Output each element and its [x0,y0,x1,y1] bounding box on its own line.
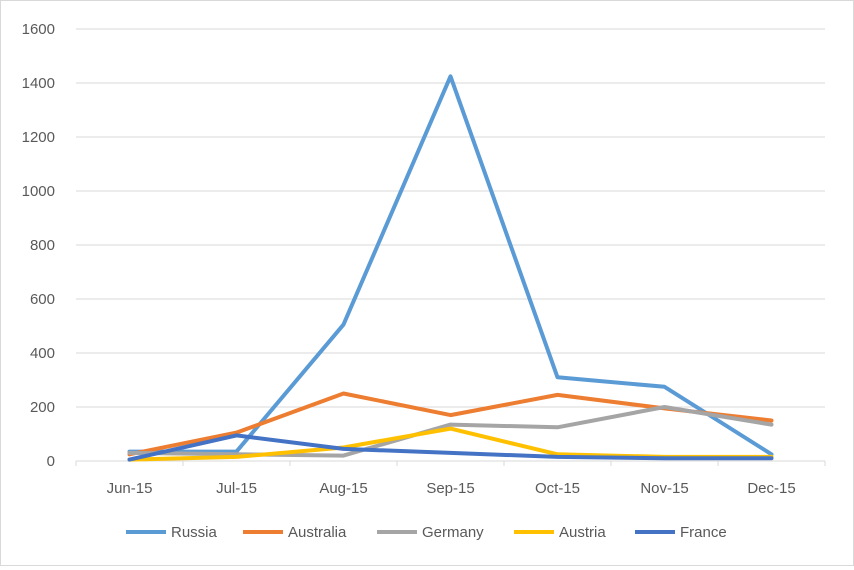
x-tick-label: Jul-15 [216,480,257,497]
y-tick-label: 1400 [22,75,55,92]
x-tick-label: Oct-15 [535,480,580,497]
x-tick-label: Jun-15 [107,480,153,497]
x-tick-label: Dec-15 [747,480,795,497]
series-line-russia [127,74,774,457]
y-tick-label: 800 [30,237,55,254]
y-tick-label: 0 [47,453,55,470]
legend: Russia Australia Germany Austria France [126,524,727,541]
series-line-germany [127,405,774,458]
y-tick-label: 400 [30,345,55,362]
gridlines [76,28,825,408]
legend-label-germany: Germany [422,524,484,541]
y-tick-label: 1600 [22,21,55,38]
legend-label-australia: Australia [288,524,347,541]
y-axis-tick-labels: 0 200 400 600 800 1000 1200 1400 1600 [22,21,55,470]
x-tick-label: Sep-15 [426,480,474,497]
legend-label-russia: Russia [171,524,218,541]
legend-label-austria: Austria [559,524,606,541]
x-tick-label: Nov-15 [640,480,688,497]
x-axis: Jun-15 Jul-15 Aug-15 Sep-15 Oct-15 Nov-15 Dec-… [75,460,826,497]
y-tick-label: 1000 [22,183,55,200]
x-tick-label: Aug-15 [319,480,367,497]
y-tick-label: 200 [30,399,55,416]
legend-label-france: France [680,524,727,541]
y-tick-label: 1200 [22,129,55,146]
y-tick-label: 600 [30,291,55,308]
series-lines [127,74,774,462]
series-line-france [127,433,774,462]
